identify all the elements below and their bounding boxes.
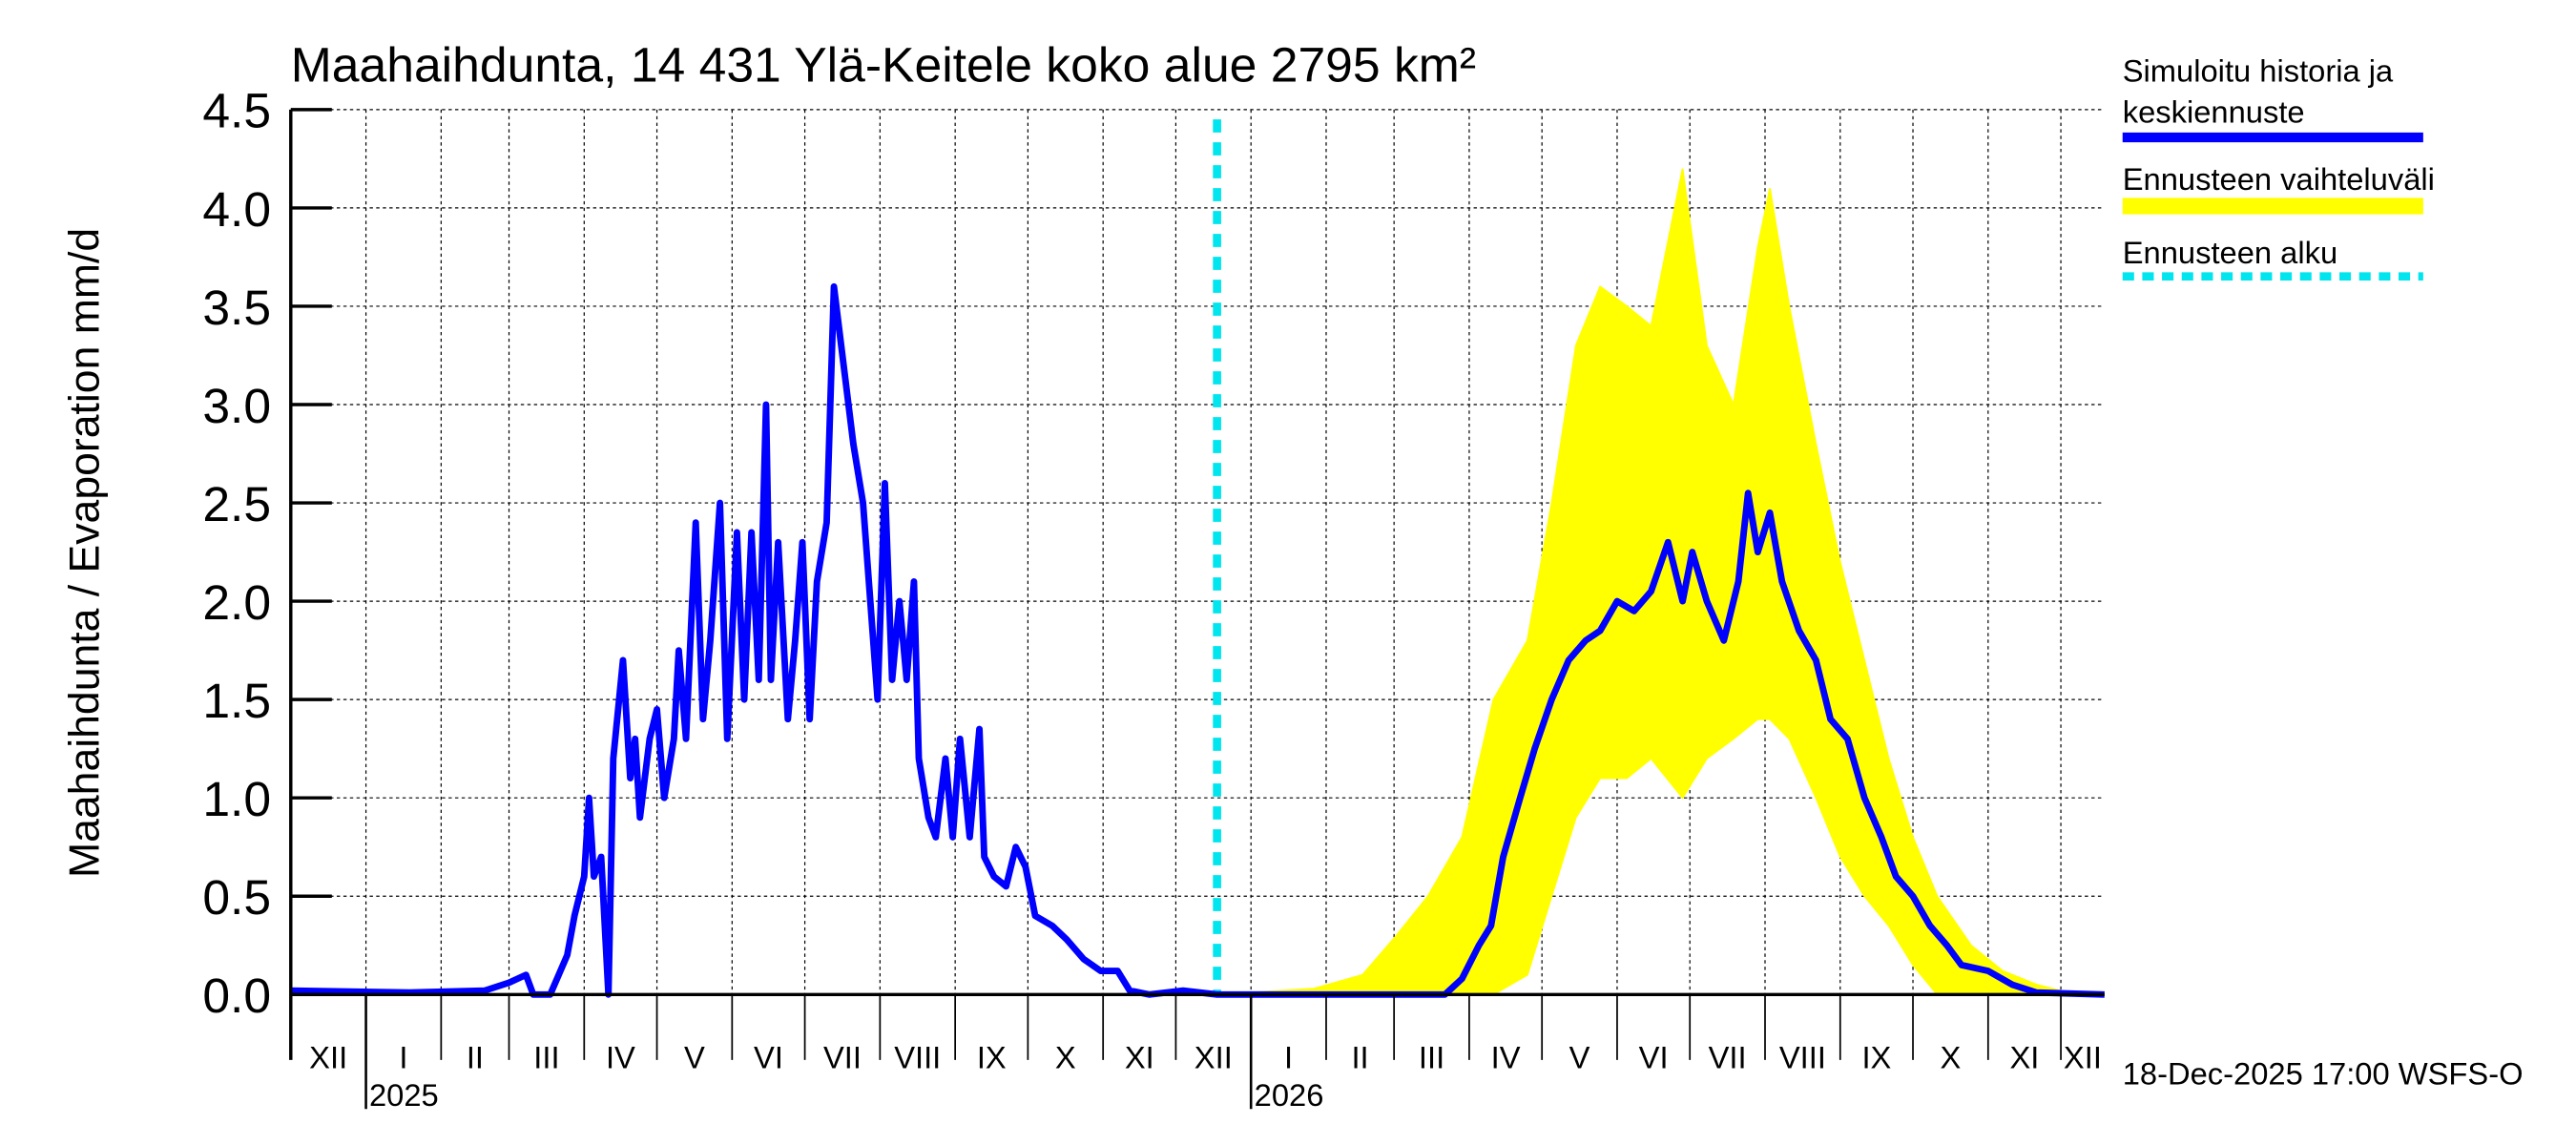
month-label: I — [1284, 1039, 1293, 1074]
month-label: VIII — [894, 1039, 941, 1074]
y-tick-label: 1.5 — [202, 673, 271, 728]
month-label: I — [399, 1039, 407, 1074]
legend: Simuloitu historia ja keskiennuste Ennus… — [2123, 53, 2435, 281]
y-tick-label: 2.0 — [202, 574, 271, 630]
month-label: X — [1055, 1039, 1076, 1074]
month-label: XI — [1125, 1039, 1154, 1074]
month-label: VI — [1639, 1039, 1669, 1074]
forecast-range-band — [1216, 168, 2105, 996]
month-label: XI — [2009, 1039, 2039, 1074]
legend-label-history-2: keskiennuste — [2123, 94, 2305, 130]
month-label: XII — [1195, 1039, 1233, 1074]
month-label: VII — [823, 1039, 862, 1074]
y-tick-label: 4.0 — [202, 181, 271, 237]
year-label: 2026 — [1255, 1077, 1324, 1113]
month-label: IV — [606, 1039, 635, 1074]
month-label: V — [1569, 1039, 1590, 1074]
month-label: XII — [309, 1039, 347, 1074]
y-tick-label: 0.0 — [202, 968, 271, 1023]
legend-label-forecast-start: Ennusteen alku — [2123, 235, 2337, 270]
legend-label-history: Simuloitu historia ja — [2123, 53, 2394, 89]
y-tick-label: 1.0 — [202, 771, 271, 826]
month-label: III — [533, 1039, 559, 1074]
y-tick-label: 3.5 — [202, 280, 271, 335]
month-label: VI — [754, 1039, 783, 1074]
month-label: IX — [1861, 1039, 1891, 1074]
month-label: V — [684, 1039, 705, 1074]
legend-label-range: Ennusteen vaihteluväli — [2123, 161, 2435, 197]
month-label: IX — [977, 1039, 1007, 1074]
month-label: XII — [2064, 1039, 2102, 1074]
month-label: II — [1351, 1039, 1368, 1074]
month-label: IV — [1491, 1039, 1521, 1074]
month-label: X — [1941, 1039, 1962, 1074]
month-label: VIII — [1779, 1039, 1826, 1074]
y-tick-label: 0.5 — [202, 869, 271, 925]
footer-timestamp: 18-Dec-2025 17:00 WSFS-O — [2123, 1056, 2524, 1092]
y-tick-label: 3.0 — [202, 378, 271, 433]
month-label: III — [1419, 1039, 1444, 1074]
month-label: II — [467, 1039, 484, 1074]
year-label: 2025 — [369, 1077, 439, 1113]
month-label: VII — [1709, 1039, 1747, 1074]
y-tick-label: 2.5 — [202, 476, 271, 531]
y-axis-label: Maahaihdunta / Evaporation mm/d — [61, 228, 108, 878]
chart-title: Maahaihdunta, 14 431 Ylä-Keitele koko al… — [291, 37, 1476, 93]
y-tick-label: 4.5 — [202, 83, 271, 138]
